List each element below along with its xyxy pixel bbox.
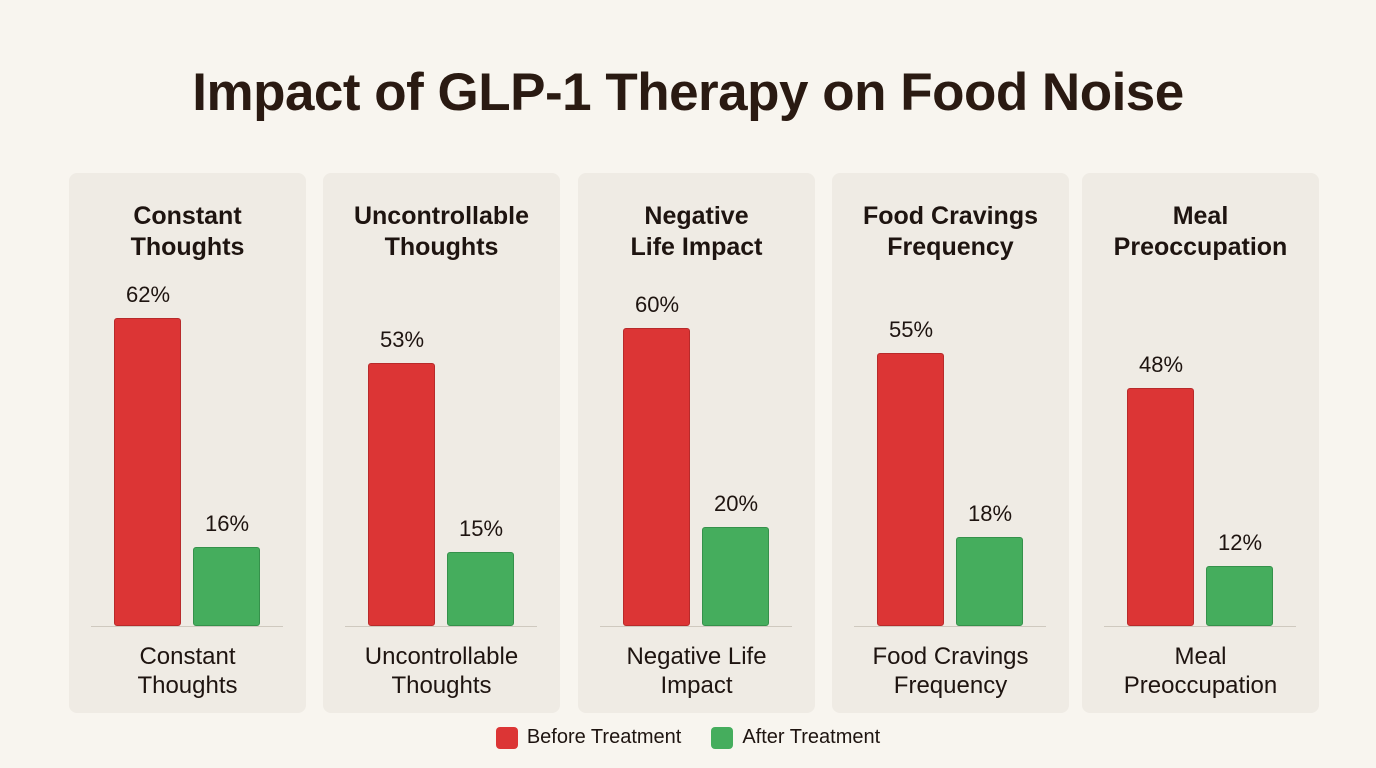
- panel-title: Negative Life Impact: [630, 202, 763, 261]
- legend-item-before: Before Treatment: [495, 726, 682, 749]
- bar-after: [447, 551, 514, 626]
- bar-before: [877, 353, 944, 626]
- value-label-after: 12%: [1217, 530, 1263, 556]
- value-label-after: 15%: [458, 515, 504, 541]
- baseline: [345, 626, 537, 627]
- value-label-before: 55%: [888, 317, 934, 343]
- value-label-before: 60%: [634, 292, 680, 318]
- baseline: [600, 626, 792, 627]
- legend-item-after: After Treatment: [711, 726, 880, 749]
- category-label: Food Cravings Frequency: [872, 643, 1029, 699]
- panel-title: Uncontrollable Thoughts: [353, 202, 529, 261]
- legend-label-before: Before Treatment: [526, 726, 682, 748]
- legend-swatch-after: [711, 726, 734, 749]
- category-label: Meal Preoccupation: [1123, 643, 1278, 699]
- panel-1: Uncontrollable Thoughts 53% 15% Uncontrolla…: [323, 173, 560, 713]
- bar-before: [623, 328, 690, 626]
- panel-title: Constant Thoughts: [130, 202, 245, 261]
- bar-before: [114, 318, 181, 626]
- legend-label-after: After Treatment: [742, 726, 881, 748]
- value-label-after: 18%: [967, 500, 1013, 526]
- bar-after: [193, 546, 260, 626]
- value-label-before: 62%: [125, 282, 171, 308]
- legend: Before Treatment After Treatment: [0, 726, 1376, 749]
- value-label-after: 20%: [713, 490, 759, 516]
- chart-title: Impact of GLP-1 Therapy on Food Noise: [192, 63, 1184, 122]
- panel-0: Constant Thoughts 62% 16% Constant Thoughts: [69, 173, 306, 713]
- baseline: [91, 626, 283, 627]
- category-label: Negative Life Impact: [626, 643, 767, 699]
- bar-after: [1206, 566, 1273, 626]
- bar-after: [702, 526, 769, 626]
- bar-after: [956, 536, 1023, 626]
- legend-swatch-before: [495, 726, 518, 749]
- baseline: [1104, 626, 1296, 627]
- value-label-before: 48%: [1138, 351, 1184, 377]
- panel-3: Food Cravings Frequency 55% 18% Food Cravin…: [832, 173, 1069, 713]
- value-label-after: 16%: [204, 510, 250, 536]
- panel-title: Food Cravings Frequency: [862, 202, 1038, 261]
- baseline: [854, 626, 1046, 627]
- bar-before: [1127, 387, 1194, 626]
- panel-2: Negative Life Impact 60% 20% Negative Life …: [578, 173, 815, 713]
- value-label-before: 53%: [379, 327, 425, 353]
- bar-before: [368, 363, 435, 626]
- panel-4: Meal Preoccupation 48% 12% Meal Preoccupati…: [1082, 173, 1319, 713]
- category-label: Uncontrollable Thoughts: [364, 643, 519, 699]
- panel-title: Meal Preoccupation: [1113, 202, 1288, 261]
- category-label: Constant Thoughts: [137, 643, 238, 699]
